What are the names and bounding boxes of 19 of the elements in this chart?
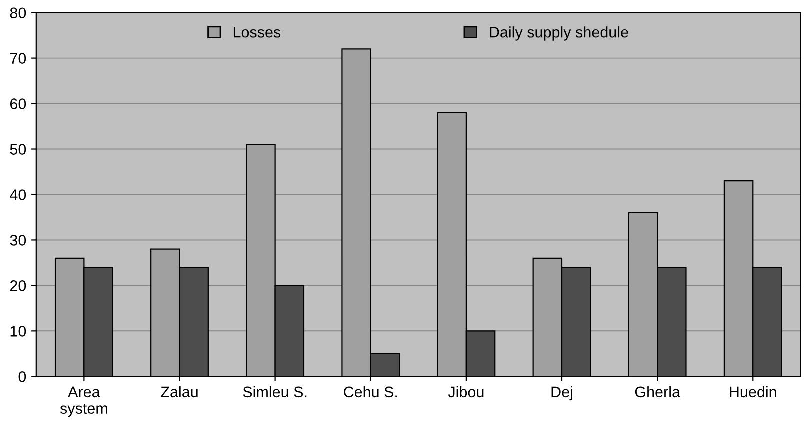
x-tick-label: Cehu S. — [344, 386, 398, 398]
x-tick-label: Huedin — [730, 386, 776, 398]
x-tick-label: Jibou — [448, 386, 484, 398]
legend-label: Daily supply shedule — [490, 26, 628, 41]
y-tick-label: 10 — [10, 326, 26, 337]
y-tick-label: 30 — [10, 235, 26, 246]
y-tick-label: 0 — [18, 372, 26, 382]
x-tick-label: Zalau — [161, 386, 198, 398]
y-tick-label: 20 — [10, 280, 26, 292]
x-tick-label: Gherla — [635, 386, 680, 398]
y-tick-label: 60 — [10, 98, 26, 110]
x-tick-label: Area system — [60, 386, 108, 418]
y-tick-label: 80 — [10, 8, 26, 19]
legend-label: Losses — [234, 27, 281, 38]
y-tick-label: 40 — [10, 190, 26, 200]
y-tick-label: 70 — [10, 53, 26, 64]
x-tick-label: Dej — [552, 386, 572, 401]
x-tick-label: Simleu S. — [243, 386, 307, 398]
y-tick-label: 50 — [10, 144, 26, 155]
